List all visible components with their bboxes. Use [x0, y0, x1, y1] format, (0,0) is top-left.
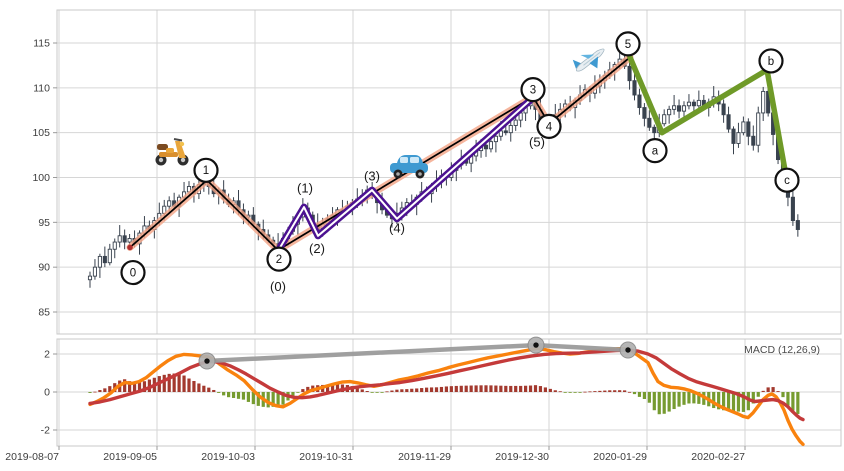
signal-line [88, 348, 805, 422]
correction-wave-line [627, 54, 789, 179]
price-axis-tick-label: 85 [38, 307, 50, 319]
price-axis-tick-label: 100 [32, 172, 50, 184]
subwave-line [275, 95, 536, 253]
price-axis-tick-label: 95 [38, 217, 50, 229]
price-axis-tick-label: 105 [32, 127, 50, 139]
svg-text:3: 3 [530, 85, 536, 97]
wave-label-circle: b [758, 48, 784, 74]
x-axis-tick-label: 2020-01-29 [593, 451, 647, 463]
macd-axis-tick-label: 2 [44, 349, 50, 361]
scooter-icon [155, 138, 189, 166]
wave-label-circle: 2 [266, 246, 292, 272]
x-axis-tick-label: 2019-11-29 [398, 451, 451, 463]
wave-paren-label: (2) [309, 241, 325, 256]
plane-icon [572, 48, 605, 72]
wave-paren-label: (4) [389, 221, 405, 236]
x-axis-tick-label: 2019-08-07 [5, 451, 59, 463]
macd-axis-tick-label: -2 [41, 425, 50, 437]
wave-label-circle: 0 [120, 259, 146, 286]
divergence-marker [527, 336, 545, 354]
x-axis-tick-label: 2019-10-03 [201, 451, 255, 463]
svg-text:c: c [784, 175, 790, 187]
macd-series-label: MACD (12,26,9) [744, 344, 820, 356]
wave-circle-labels: 0 1 2 3 4 5 a b c [120, 31, 800, 286]
svg-text:1: 1 [203, 165, 209, 177]
wave-label-circle: 1 [193, 157, 219, 183]
svg-text:b: b [768, 56, 774, 68]
svg-text:4: 4 [546, 121, 553, 133]
svg-text:0: 0 [130, 267, 136, 279]
wave-paren-label: (1) [297, 180, 313, 195]
impulse-wave-line [126, 53, 634, 254]
divergence-marker [198, 352, 216, 370]
svg-text:5: 5 [625, 39, 631, 51]
price-axis-tick-label: 115 [33, 38, 50, 50]
wave-paren-label: (0) [270, 279, 286, 294]
grid-lines [56, 9, 842, 447]
price-axis-tick-label: 90 [38, 262, 50, 274]
x-axis-tick-label: 2020-02-27 [691, 451, 745, 463]
macd-axis-tick-label: 0 [44, 387, 50, 399]
wave-label-circle: c [774, 167, 800, 193]
wave-paren-labels: (0) (1) (2) (3) (4) (5) [270, 135, 545, 294]
divergence-marker [619, 341, 637, 359]
wave-label-circle: 3 [520, 77, 546, 103]
x-axis-tick-label: 2019-09-05 [103, 451, 157, 463]
wave-label-circle: 5 [615, 31, 641, 57]
wave-paren-label: (5) [529, 135, 545, 150]
x-axis-tick-label: 2019-10-31 [299, 451, 353, 463]
divergence-line [198, 336, 637, 370]
price-axis-tick-label: 110 [33, 82, 50, 94]
x-axis-tick-label: 2019-12-30 [495, 451, 549, 463]
car-icon [390, 155, 428, 179]
svg-text:a: a [652, 146, 659, 158]
wave-label-circle: a [642, 138, 668, 164]
wave-paren-label: (3) [364, 169, 380, 184]
wave-label-circle: 4 [536, 113, 562, 139]
svg-text:2: 2 [276, 254, 282, 266]
